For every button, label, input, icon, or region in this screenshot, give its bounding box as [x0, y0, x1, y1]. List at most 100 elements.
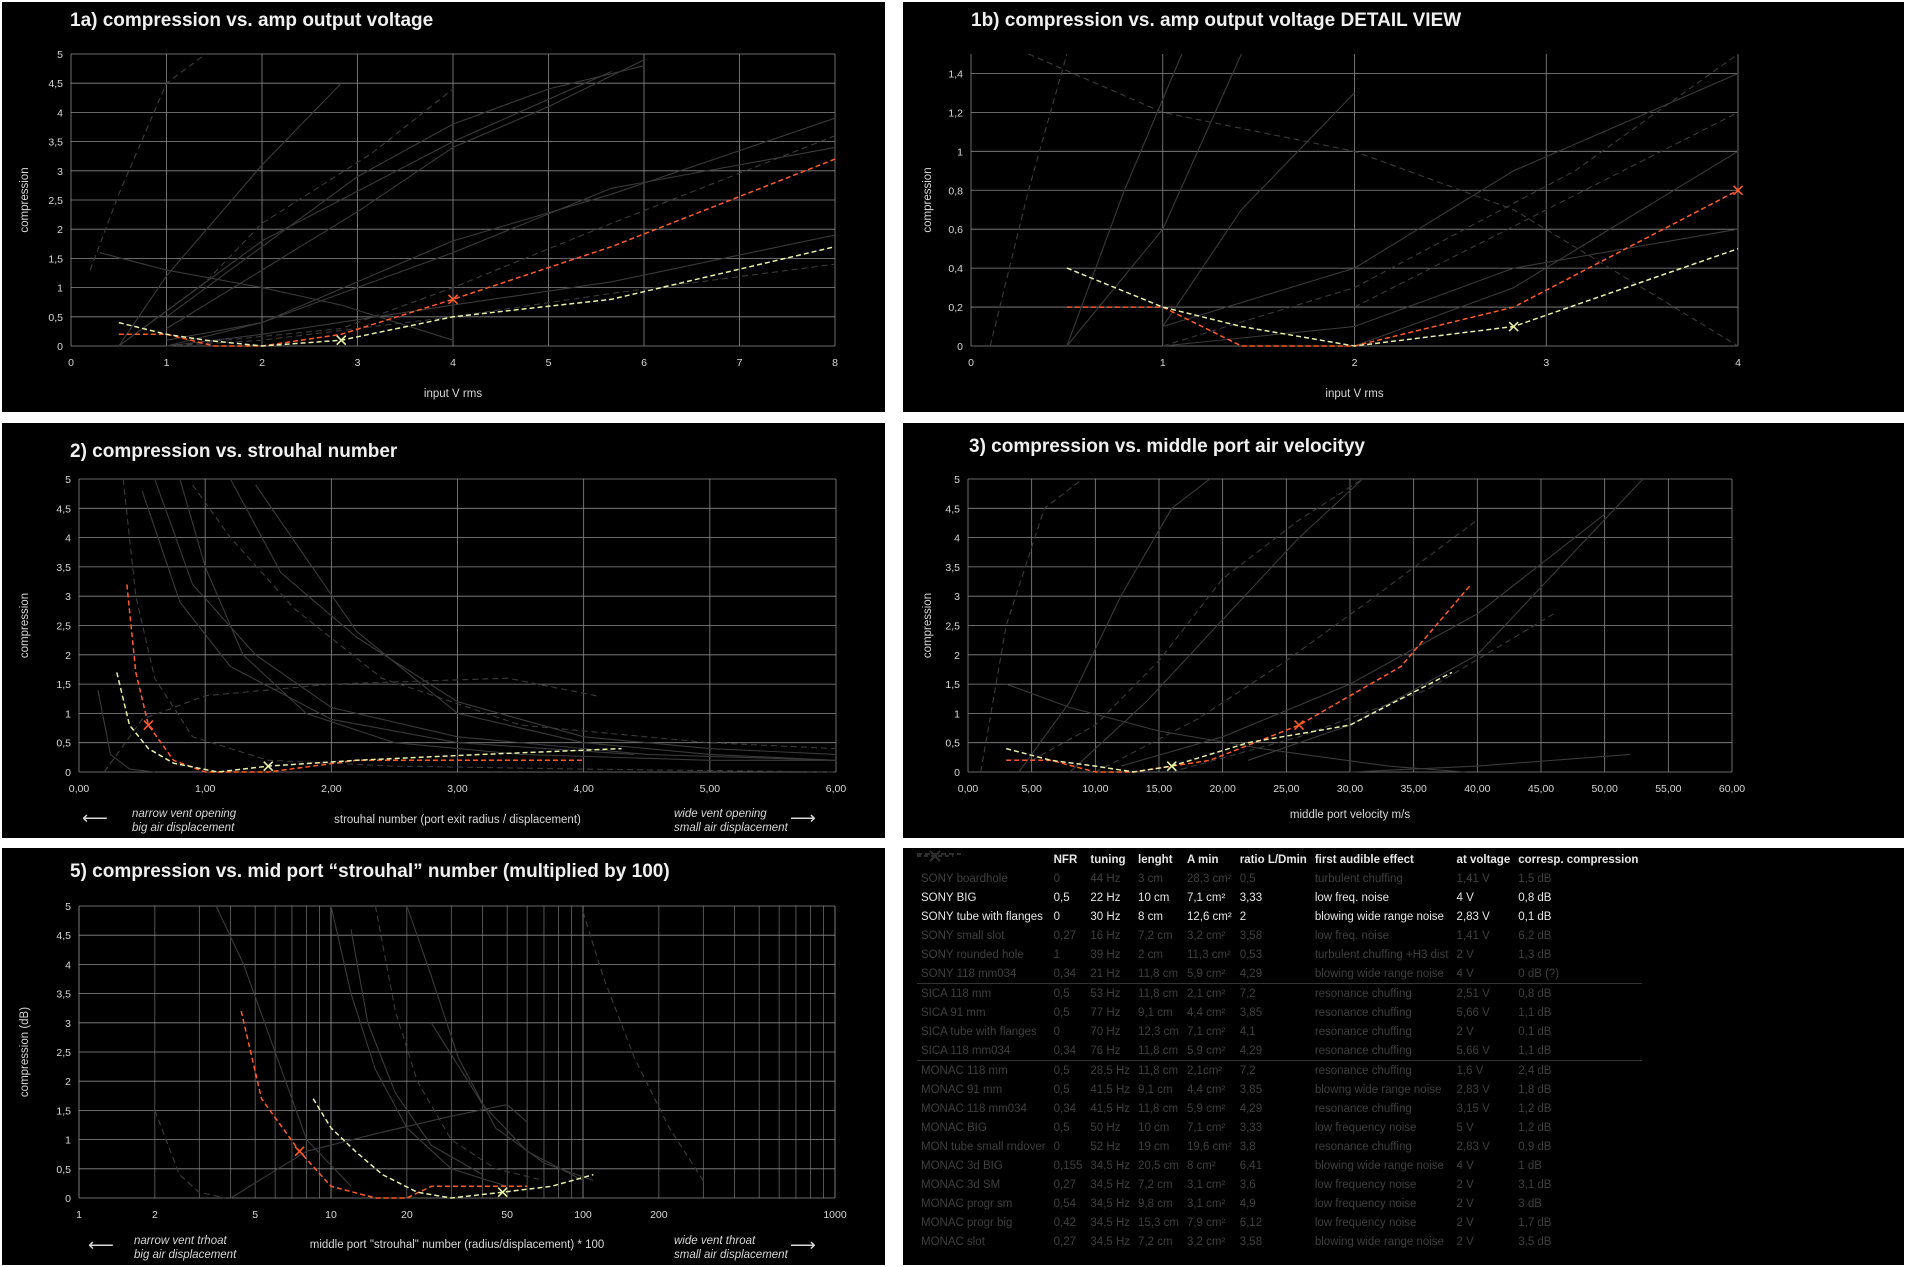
legend-cell-effect: low frequency noise [1314, 1178, 1417, 1191]
x-tick-label: 3,00 [447, 783, 468, 795]
sony_big-marker [1732, 185, 1744, 196]
legend-cell-amin: 7,1 cm² [1186, 1025, 1226, 1038]
legend-series-label: MONAC slot [921, 1235, 985, 1248]
legend-voltage-value: 1,6 V [1456, 1064, 1484, 1077]
legend-row: SONY 118 mm034 0,34 21 Hz 11,8 cm 5,9 cm² 4… [917, 850, 1642, 984]
legend-cell-ratio: 3,85 [917, 853, 1311, 1099]
legend-cell-comp: 0,1 dB [1518, 1025, 1552, 1038]
legend-cell-volt: 1,41 V [917, 850, 1515, 945]
legend-cell-len: 9,1 cm [1138, 1006, 1173, 1019]
y-tick-label: 0 [65, 1193, 71, 1205]
legend-cell-nfr: 0,27 [1053, 929, 1077, 942]
legend-series-name: SICA tube with flanges [917, 853, 1050, 1041]
legend-cell-amin: 2,1 cm² [1182, 983, 1236, 1003]
legend-ratio-value: 0,5 [1239, 872, 1256, 885]
legend-cell-comp: 1,1 dB [1518, 1006, 1552, 1019]
legend-cell-effect: low freq. noise [1314, 891, 1389, 904]
legend-series-label: MONAC 3d BIG [921, 1159, 1003, 1172]
faint-series-line [1171, 613, 1554, 773]
legend-cell-tuning: 16 Hz [1090, 929, 1121, 942]
faint-series-line [1006, 683, 1465, 773]
legend-cell-comp: 0,8 dB [1514, 983, 1643, 1003]
x-tick-label: 0,00 [69, 783, 90, 795]
faint-series-line [122, 478, 837, 773]
y-tick-label: 0,8 [948, 185, 963, 197]
y-tick-label: 1,4 [948, 68, 963, 80]
y-tick-label: 1 [954, 708, 960, 720]
legend-row: MONAC 118 mm034 0,34 41,5 Hz 11,8 cm 5,9 cm… [917, 850, 1642, 1118]
y-tick-label: 2,5 [56, 621, 71, 633]
y-tick-label: 3,5 [56, 562, 71, 574]
legend-cell-effect: blowing wide range noise [1314, 1159, 1444, 1172]
legend-cell-tuning: 77 Hz [1090, 1006, 1121, 1019]
faint-series-line [1095, 519, 1478, 773]
legend-header-nfr: NFR [1053, 853, 1078, 866]
faint-series-line [166, 117, 836, 347]
sony_big-line [1006, 584, 1472, 773]
legend-cell-len: 11,8 cm [1134, 1060, 1183, 1080]
x-tick-label: 60,00 [1719, 783, 1745, 795]
faint-series-line [118, 88, 454, 347]
legend-cell-len: 10 cm [1138, 891, 1170, 904]
y-tick-label: 1,5 [56, 679, 71, 691]
y-tick-label: 2,5 [945, 621, 960, 633]
legend-series-name: MON tube small rndover [917, 853, 1050, 1156]
y-tick-label: 1,5 [56, 1105, 71, 1117]
legend-cell-comp: 1,8 dB [1518, 1083, 1552, 1096]
legend-cell-tuning: 70 Hz [1090, 1025, 1121, 1038]
legend-series-name: SONY BIG [917, 853, 1050, 907]
legend-cell-nfr: 0,5 [1053, 891, 1070, 904]
legend-series-label: SICA 91 mm [921, 1006, 986, 1019]
faint-series-line [192, 484, 837, 750]
legend-series-name: SICA 118 mm [917, 853, 1050, 1003]
faint-series-line [166, 65, 645, 318]
faint-series-line [1066, 53, 1242, 347]
sony_tube-line [1066, 247, 1739, 347]
faint-series-line [118, 82, 342, 347]
y-tick-label: 0 [954, 767, 960, 779]
legend-cell-len: 11,8 cm [1138, 967, 1179, 980]
x-tick-label: 4,00 [573, 783, 594, 795]
legend-ratio-value: 3,85 [1239, 1083, 1263, 1096]
plot-area [980, 478, 1644, 773]
x-tick-label: 50,00 [1592, 783, 1618, 795]
x-tick-label: 10 [325, 1209, 337, 1221]
legend-cell-ratio: 6,12 [917, 853, 1311, 1232]
x-tick-label: 7 [737, 357, 743, 369]
legend-cell-ratio: 2 [917, 853, 1311, 926]
legend-cell-comp: 1,3 dB [1518, 948, 1552, 961]
legend-ratio-value: 6,12 [1239, 1216, 1263, 1229]
panel-legend: NFR tuning lenght A min ratio L/Dmin fir… [903, 848, 1904, 1265]
y-tick-label: 1,2 [948, 107, 963, 119]
faint-series-line [89, 53, 207, 271]
legend-cell-nfr: 0,42 [1053, 1216, 1077, 1229]
legend-cell-volt: 5 V [917, 850, 1515, 1137]
legend-header-row: NFR tuning lenght A min ratio L/Dmin fir… [917, 850, 1642, 869]
x-tick-label: 0 [68, 357, 74, 369]
legend-cell-len: 11,8 cm [1134, 983, 1183, 1003]
legend-cell-amin: 4,4 cm² [1186, 1083, 1226, 1096]
y-tick-label: 0,5 [945, 738, 960, 750]
sony_big-line [240, 1010, 528, 1199]
legend-voltage-value: 2 V [1456, 1235, 1474, 1248]
plot-area [989, 53, 1744, 347]
legend-ratio-value: 7,2 [1239, 987, 1256, 1000]
x-tick-label: 40,00 [1464, 783, 1490, 795]
x-axis-label: middle port "strouhal" number (radius/di… [310, 1239, 605, 1251]
faint-series-line [1162, 92, 1355, 327]
legend-voltage-value: 5 V [1456, 1121, 1474, 1134]
legend-voltage-value: 3,15 V [1456, 1102, 1490, 1115]
legend-cell-tuning: 21 Hz [1090, 967, 1121, 980]
legend-cell-tuning: 34,5 Hz [1090, 1216, 1131, 1229]
panel-1b: 0 0,2 0,4 0,6 0,8 1 1,2 1,4 0 1 2 3 4 input V rms comp… [903, 2, 1904, 412]
legend-cell-len: 12,3 cm [1138, 1025, 1179, 1038]
legend-cell-len: 11,8 cm [1138, 1044, 1179, 1057]
legend-series-name: MONAC 91 mm [917, 853, 1050, 1099]
faint-series-line [179, 478, 836, 761]
faint-series-line [1162, 72, 1739, 328]
legend-series-label: SONY small slot [921, 929, 1005, 942]
faint-series-line [1066, 53, 1183, 347]
legend-cell-len: 11,8 cm [1138, 1102, 1179, 1115]
legend-series-name: MONAC progr big [917, 853, 1050, 1232]
legend-cell-comp: 6,2 dB [1518, 929, 1552, 942]
